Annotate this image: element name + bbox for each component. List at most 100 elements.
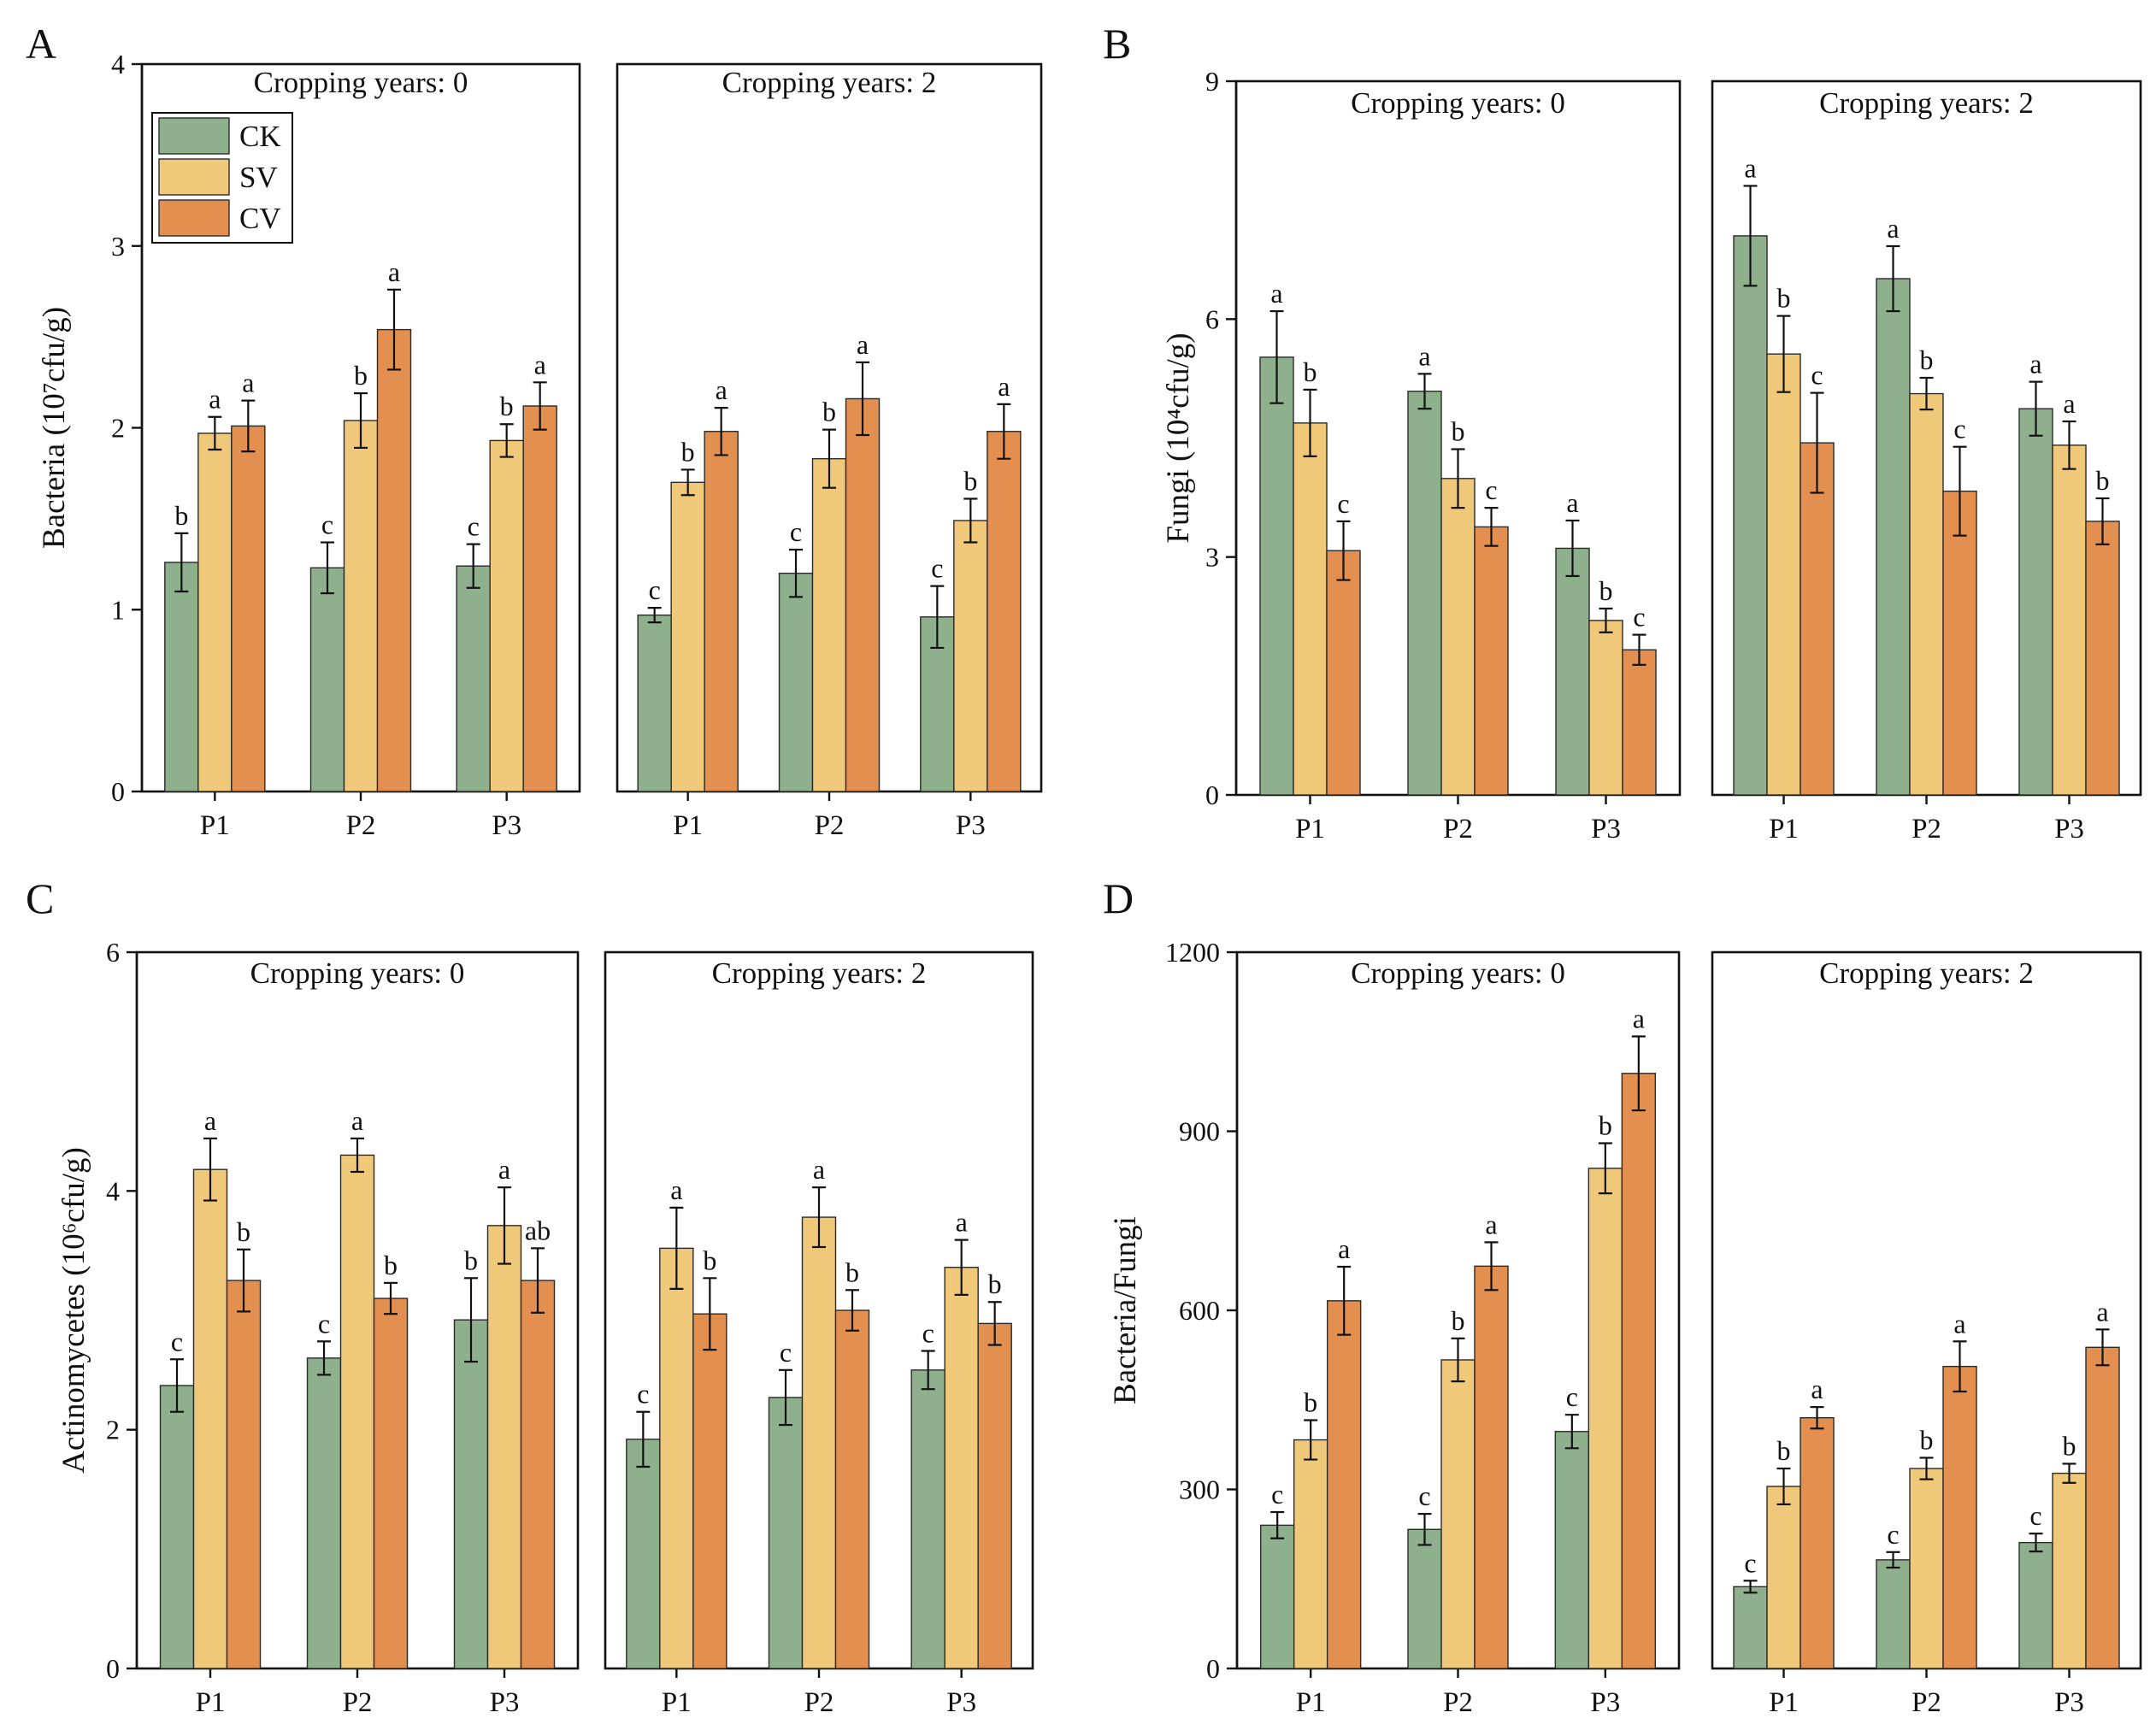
facet-1: Cropping years: 0 P1 c b a P2 c b a P3 c b a xyxy=(1235,950,1681,1718)
y-tick-label: 600 xyxy=(1179,1295,1220,1326)
significance-letter: a xyxy=(857,329,869,360)
panel-label: B xyxy=(1103,20,1131,68)
significance-letter: a xyxy=(498,1154,510,1185)
bar-CK-P2 xyxy=(309,567,345,792)
bar-CK-P1 xyxy=(1259,356,1294,796)
bar-SV-P1 xyxy=(659,1247,694,1669)
bar-CK-P2 xyxy=(306,1357,342,1669)
facet-title: Cropping years: 0 xyxy=(1351,86,1565,120)
significance-letter: c xyxy=(780,1337,792,1368)
significance-letter: a xyxy=(1744,152,1756,183)
bar-CK-P3 xyxy=(2018,408,2053,796)
significance-letter: b xyxy=(237,1216,250,1247)
legend-swatch-CK xyxy=(158,117,230,155)
significance-letter: c xyxy=(649,574,661,605)
bar-CK-P1 xyxy=(626,1439,661,1669)
significance-letter: a xyxy=(1338,1233,1350,1264)
bar-CV-P1 xyxy=(704,431,739,792)
significance-letter: b xyxy=(1920,1424,1934,1455)
significance-letter: a xyxy=(998,371,1010,402)
legend-label-CK: CK xyxy=(239,120,281,153)
y-tick-label: 6 xyxy=(106,937,120,968)
x-tick-label: P3 xyxy=(946,1687,976,1718)
panel-A: A 0 1 2 3 4 Bacteria (10⁷cfu/g) Cropping years:… xyxy=(26,20,1043,841)
bar-CV-P1 xyxy=(1800,442,1835,796)
significance-letter: a xyxy=(716,374,728,405)
legend-label-SV: SV xyxy=(239,161,278,194)
significance-letter: c xyxy=(1566,1381,1578,1412)
bar-SV-P1 xyxy=(1293,1439,1328,1669)
significance-letter: b xyxy=(464,1245,478,1275)
facet-title: Cropping years: 0 xyxy=(1351,956,1565,990)
significance-letter: c xyxy=(2029,1500,2041,1531)
facet-title: Cropping years: 2 xyxy=(1819,956,2034,990)
significance-letter: a xyxy=(1953,1308,1965,1339)
panel-label: D xyxy=(1103,874,1134,922)
bar-SV-P2 xyxy=(1909,1468,1944,1669)
y-tick-label: 0 xyxy=(106,1653,120,1684)
facet-title: Cropping years: 0 xyxy=(254,66,468,99)
x-tick-label: P2 xyxy=(343,1687,373,1718)
x-tick-label: P3 xyxy=(2054,814,2084,844)
significance-letter: c xyxy=(1337,488,1349,519)
panel-D: D 0 300 600 900 1200 Bacteria/Fungi Cropping ye… xyxy=(1103,874,2142,1718)
legend-label-CV: CV xyxy=(239,202,281,235)
significance-letter: b xyxy=(703,1245,716,1275)
significance-letter: b xyxy=(1599,1109,1612,1140)
bar-CK-P2 xyxy=(1876,278,1911,796)
x-tick-label: P3 xyxy=(956,810,986,841)
x-tick-label: P1 xyxy=(662,1687,692,1718)
significance-letter: b xyxy=(354,360,368,391)
bar-CV-P2 xyxy=(845,397,881,792)
x-tick-label: P3 xyxy=(1590,1687,1620,1718)
facet-title: Cropping years: 0 xyxy=(250,956,465,990)
x-tick-label: P1 xyxy=(1296,1687,1326,1718)
significance-letter: a xyxy=(351,1105,363,1136)
bar-CK-P3 xyxy=(1555,547,1590,796)
significance-letter: c xyxy=(637,1379,649,1409)
bar-CV-P3 xyxy=(1621,1073,1657,1669)
bar-SV-P2 xyxy=(1909,392,1944,796)
significance-letter: a xyxy=(1811,1374,1823,1404)
significance-letter: b xyxy=(1304,1386,1317,1417)
bar-CK-P3 xyxy=(456,565,491,792)
significance-letter: b xyxy=(681,436,695,467)
bar-CV-P1 xyxy=(231,425,266,792)
y-tick-label: 1 xyxy=(111,594,125,625)
bar-SV-P1 xyxy=(1766,1486,1801,1669)
bar-SV-P1 xyxy=(670,481,705,792)
significance-letter: a xyxy=(2029,349,2041,380)
x-tick-label: P3 xyxy=(2054,1687,2084,1718)
significance-letter: c xyxy=(1633,602,1645,633)
significance-letter: b xyxy=(963,465,977,496)
bar-CV-P1 xyxy=(1326,550,1361,796)
significance-letter: b xyxy=(1599,575,1613,606)
bar-CV-P3 xyxy=(520,1280,556,1669)
bar-CV-P3 xyxy=(977,1322,1012,1669)
bar-CV-P1 xyxy=(226,1280,262,1669)
bar-CK-P1 xyxy=(1259,1524,1295,1669)
significance-letter: a xyxy=(388,256,400,287)
bar-CK-P2 xyxy=(1407,1528,1442,1669)
x-tick-label: P1 xyxy=(1295,814,1325,844)
y-axis-label: Bacteria/Fungi xyxy=(1108,1216,1143,1404)
y-tick-label: 2 xyxy=(106,1415,120,1445)
significance-letter: c xyxy=(468,511,480,542)
bar-CK-P2 xyxy=(768,1397,804,1669)
legend: CK SV CV xyxy=(151,112,293,244)
significance-letter: b xyxy=(1920,344,1934,375)
bar-CV-P3 xyxy=(1622,649,1657,796)
y-tick-label: 1200 xyxy=(1165,937,1220,968)
y-tick-label: 4 xyxy=(111,49,125,79)
panel-B: B 0 3 6 9 Fungi (10⁴cfu/g) Cropping years: 0 P1… xyxy=(1103,20,2142,844)
x-tick-label: P1 xyxy=(673,810,703,841)
significance-letter: b xyxy=(1304,356,1317,387)
bar-CK-P3 xyxy=(910,1369,945,1669)
panel-label: A xyxy=(26,20,56,68)
significance-letter: b xyxy=(822,397,836,427)
bar-CV-P2 xyxy=(1474,1265,1509,1669)
significance-letter: a xyxy=(1566,487,1578,518)
